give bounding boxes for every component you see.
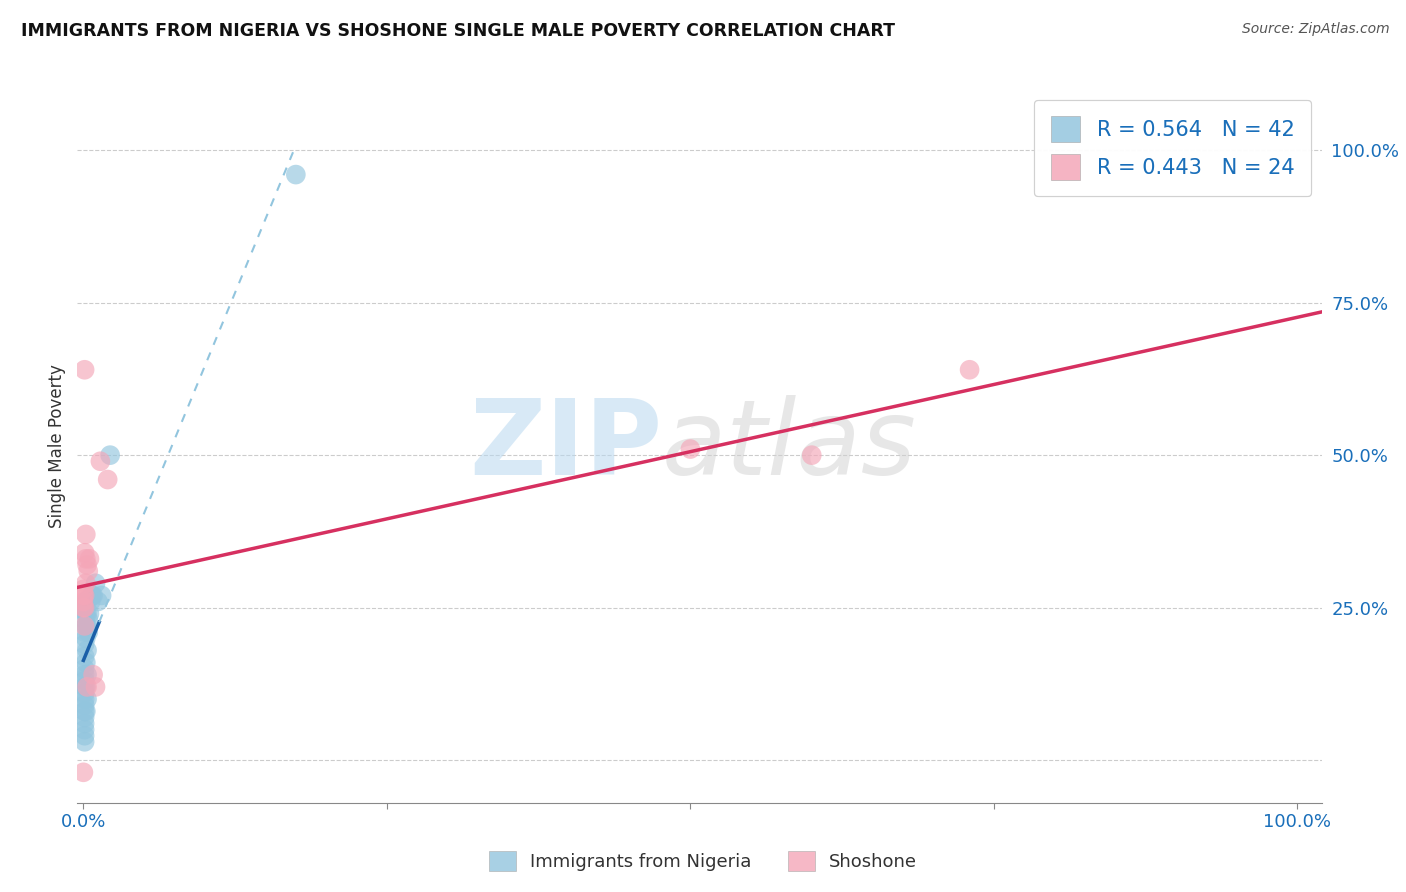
Point — [72, 600, 94, 615]
Point — [84, 576, 107, 591]
Point — [73, 667, 96, 681]
Point — [73, 686, 96, 700]
Point — [84, 680, 107, 694]
Point — [73, 729, 96, 743]
Point — [76, 643, 98, 657]
Point — [72, 765, 94, 780]
Point — [76, 619, 98, 633]
Point — [73, 625, 96, 640]
Point — [73, 735, 96, 749]
Point — [75, 631, 97, 645]
Point — [75, 594, 97, 608]
Point — [79, 551, 101, 566]
Point — [75, 680, 97, 694]
Text: Source: ZipAtlas.com: Source: ZipAtlas.com — [1241, 22, 1389, 37]
Point — [72, 582, 94, 597]
Point — [73, 600, 96, 615]
Point — [73, 546, 96, 560]
Point — [75, 619, 97, 633]
Point — [73, 692, 96, 706]
Point — [82, 589, 104, 603]
Point — [76, 607, 98, 621]
Y-axis label: Single Male Poverty: Single Male Poverty — [48, 364, 66, 528]
Point — [75, 704, 97, 718]
Point — [77, 564, 100, 578]
Point — [75, 576, 97, 591]
Point — [75, 551, 97, 566]
Point — [75, 527, 97, 541]
Point — [73, 600, 96, 615]
Point — [79, 607, 101, 621]
Point — [80, 589, 103, 603]
Point — [73, 619, 96, 633]
Text: ZIP: ZIP — [470, 395, 662, 497]
Point — [76, 558, 98, 572]
Legend: Immigrants from Nigeria, Shoshone: Immigrants from Nigeria, Shoshone — [481, 844, 925, 879]
Point — [73, 673, 96, 688]
Point — [98, 448, 121, 462]
Point — [679, 442, 702, 456]
Point — [90, 589, 112, 603]
Point — [73, 363, 96, 377]
Point — [82, 667, 104, 681]
Point — [800, 448, 823, 462]
Legend: R = 0.564   N = 42, R = 0.443   N = 24: R = 0.564 N = 42, R = 0.443 N = 24 — [1035, 100, 1312, 196]
Point — [79, 594, 101, 608]
Point — [73, 710, 96, 724]
Point — [73, 637, 96, 651]
Point — [87, 594, 110, 608]
Point — [72, 594, 94, 608]
Point — [75, 607, 97, 621]
Point — [73, 698, 96, 713]
Text: IMMIGRANTS FROM NIGERIA VS SHOSHONE SINGLE MALE POVERTY CORRELATION CHART: IMMIGRANTS FROM NIGERIA VS SHOSHONE SING… — [21, 22, 896, 40]
Point — [73, 704, 96, 718]
Point — [73, 589, 96, 603]
Point — [76, 667, 98, 681]
Point — [75, 656, 97, 670]
Point — [73, 723, 96, 737]
Point — [73, 649, 96, 664]
Point — [77, 625, 100, 640]
Point — [73, 716, 96, 731]
Point — [76, 680, 98, 694]
Point — [73, 680, 96, 694]
Point — [284, 168, 307, 182]
Point — [72, 589, 94, 603]
Point — [76, 692, 98, 706]
Text: atlas: atlas — [662, 395, 917, 497]
Point — [73, 662, 96, 676]
Point — [97, 473, 120, 487]
Point — [73, 613, 96, 627]
Point — [959, 363, 981, 377]
Point — [77, 613, 100, 627]
Point — [76, 594, 98, 608]
Point — [89, 454, 111, 468]
